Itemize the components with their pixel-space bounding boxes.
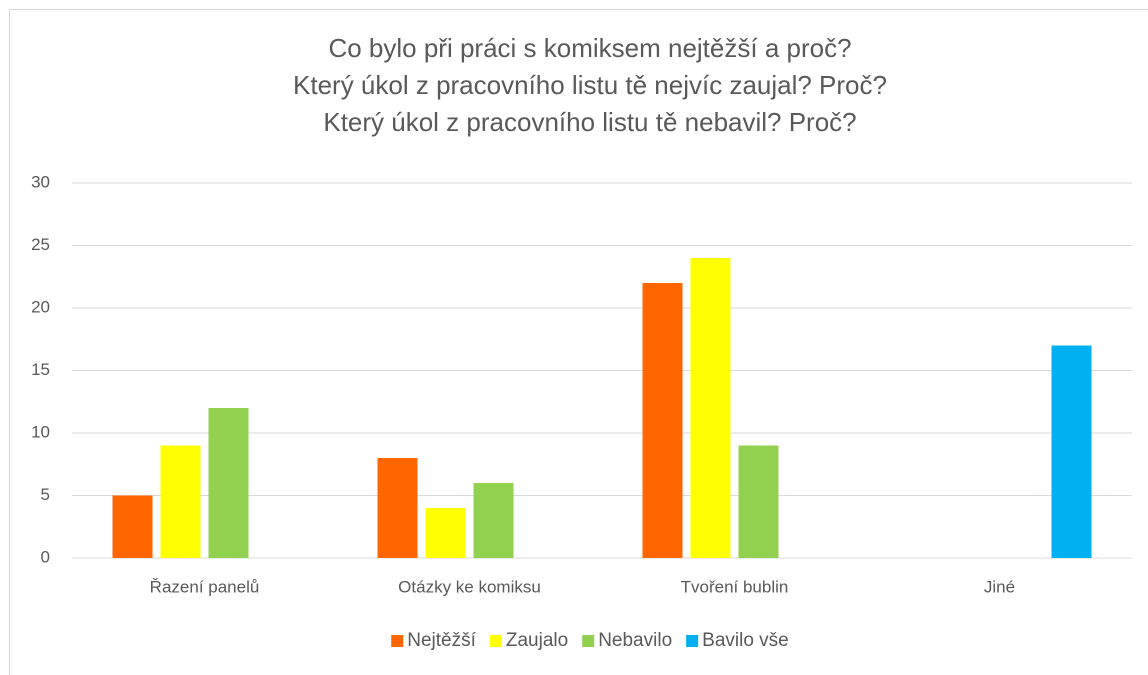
bar xyxy=(425,508,466,558)
legend-label: Bavilo vše xyxy=(702,630,789,651)
chart-title: Který úkol z pracovního listu tě nebavil… xyxy=(323,107,856,137)
bar xyxy=(690,258,731,558)
legend-label: Nejtěžší xyxy=(407,630,476,651)
x-tick-label: Řazení panelů xyxy=(150,577,260,596)
bar xyxy=(112,495,153,558)
bar xyxy=(473,483,514,558)
x-tick-label: Otázky ke komiksu xyxy=(398,577,541,596)
y-tick-label: 0 xyxy=(41,547,50,566)
x-tick-label: Jiné xyxy=(984,577,1015,596)
y-tick-label: 30 xyxy=(31,172,50,191)
bar xyxy=(208,408,249,558)
y-tick-label: 25 xyxy=(31,235,50,254)
y-tick-label: 15 xyxy=(31,360,50,379)
bar xyxy=(377,458,418,558)
y-tick-label: 10 xyxy=(31,422,50,441)
legend-label: Zaujalo xyxy=(506,630,568,651)
y-tick-label: 5 xyxy=(41,485,50,504)
legend-label: Nebavilo xyxy=(598,630,672,651)
chart-title: Co bylo při práci s komiksem nejtěžší a … xyxy=(328,33,851,63)
bar xyxy=(738,445,779,558)
chart-frame xyxy=(9,9,1148,675)
legend-swatch xyxy=(489,635,502,647)
x-tick-label: Tvoření bublin xyxy=(681,577,789,596)
legend-swatch xyxy=(391,635,404,647)
bar xyxy=(642,283,683,558)
legend-swatch xyxy=(686,635,699,647)
chart-title: Který úkol z pracovního listu tě nejvíc … xyxy=(293,70,887,100)
bar xyxy=(1051,345,1092,558)
legend-swatch xyxy=(582,635,595,647)
y-tick-label: 20 xyxy=(31,297,50,316)
bar xyxy=(160,445,201,558)
